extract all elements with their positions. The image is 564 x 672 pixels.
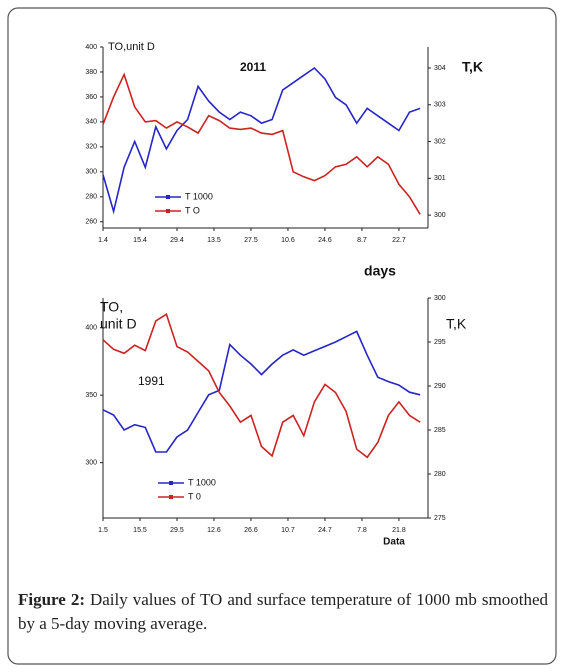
y-axis-label: TO,unit D bbox=[108, 41, 155, 53]
x-tick-label: 24.7 bbox=[318, 527, 332, 534]
x-tick-label: 29.5 bbox=[170, 527, 184, 534]
series-line bbox=[102, 330, 421, 453]
y-tick-label: 340 bbox=[85, 119, 97, 126]
y2-tick-label: 285 bbox=[434, 427, 446, 434]
x-tick-label: 21.8 bbox=[392, 527, 406, 534]
x-axis-label: days bbox=[364, 263, 396, 279]
y2-axis-label: T,K bbox=[446, 316, 467, 332]
y-tick-label: 400 bbox=[85, 44, 97, 51]
frame bbox=[7, 7, 557, 665]
x-tick-label: 8.7 bbox=[357, 237, 367, 244]
caption: Figure 2: Daily values of TO and surface… bbox=[18, 588, 548, 636]
legend-label: T 1000 bbox=[185, 191, 213, 201]
y2-tick-label: 295 bbox=[434, 339, 446, 346]
x-axis-label: Data bbox=[383, 537, 405, 548]
y2-tick-label: 275 bbox=[434, 515, 446, 522]
annotation: 2011 bbox=[240, 60, 266, 74]
legend-marker bbox=[169, 495, 173, 499]
y2-tick-label: 300 bbox=[434, 295, 446, 302]
y-axis-label: TO, bbox=[100, 299, 123, 315]
y-tick-label: 400 bbox=[85, 325, 97, 332]
series-line bbox=[102, 72, 421, 215]
y-tick-label: 380 bbox=[85, 69, 97, 76]
y2-axis-label: T,K bbox=[462, 59, 483, 75]
x-tick-label: 24.6 bbox=[318, 237, 332, 244]
caption-text: Daily values of TO and surface temperatu… bbox=[18, 590, 548, 633]
y-tick-label: 300 bbox=[85, 169, 97, 176]
y-tick-label: 320 bbox=[85, 144, 97, 151]
x-tick-label: 13.5 bbox=[207, 237, 221, 244]
y2-tick-label: 304 bbox=[434, 65, 446, 72]
legend-marker bbox=[166, 195, 170, 199]
y-tick-label: 300 bbox=[85, 460, 97, 467]
series-line bbox=[102, 312, 421, 459]
legend-marker bbox=[166, 209, 170, 213]
y2-tick-label: 301 bbox=[434, 175, 446, 182]
y2-tick-label: 300 bbox=[434, 212, 446, 219]
legend-label: T O bbox=[185, 205, 200, 215]
x-tick-label: 10.7 bbox=[281, 527, 295, 534]
y2-tick-label: 303 bbox=[434, 102, 446, 109]
legend-label: T 0 bbox=[188, 491, 201, 501]
y-axis-label: unit D bbox=[100, 316, 137, 332]
y-tick-label: 350 bbox=[85, 392, 97, 399]
x-tick-label: 10.6 bbox=[281, 237, 295, 244]
legend-marker bbox=[169, 481, 173, 485]
legend-label: T 1000 bbox=[188, 477, 216, 487]
x-tick-label: 12.6 bbox=[207, 527, 221, 534]
annotation: 1991 bbox=[138, 374, 165, 388]
y-tick-label: 280 bbox=[85, 194, 97, 201]
series-line bbox=[102, 66, 421, 215]
y2-tick-label: 280 bbox=[434, 471, 446, 478]
x-tick-label: 26.6 bbox=[244, 527, 258, 534]
x-tick-label: 15.5 bbox=[133, 527, 147, 534]
y2-tick-label: 290 bbox=[434, 383, 446, 390]
x-tick-label: 1.5 bbox=[98, 527, 108, 534]
caption-label: Figure 2: bbox=[18, 590, 85, 609]
x-tick-label: 7.8 bbox=[357, 527, 367, 534]
x-tick-label: 22.7 bbox=[392, 237, 406, 244]
y2-tick-label: 302 bbox=[434, 138, 446, 145]
x-tick-label: 27.5 bbox=[244, 237, 258, 244]
x-tick-label: 1.4 bbox=[98, 237, 108, 244]
x-tick-label: 15.4 bbox=[133, 237, 147, 244]
x-tick-label: 29.4 bbox=[170, 237, 184, 244]
y-tick-label: 360 bbox=[85, 94, 97, 101]
y-tick-label: 260 bbox=[85, 219, 97, 226]
